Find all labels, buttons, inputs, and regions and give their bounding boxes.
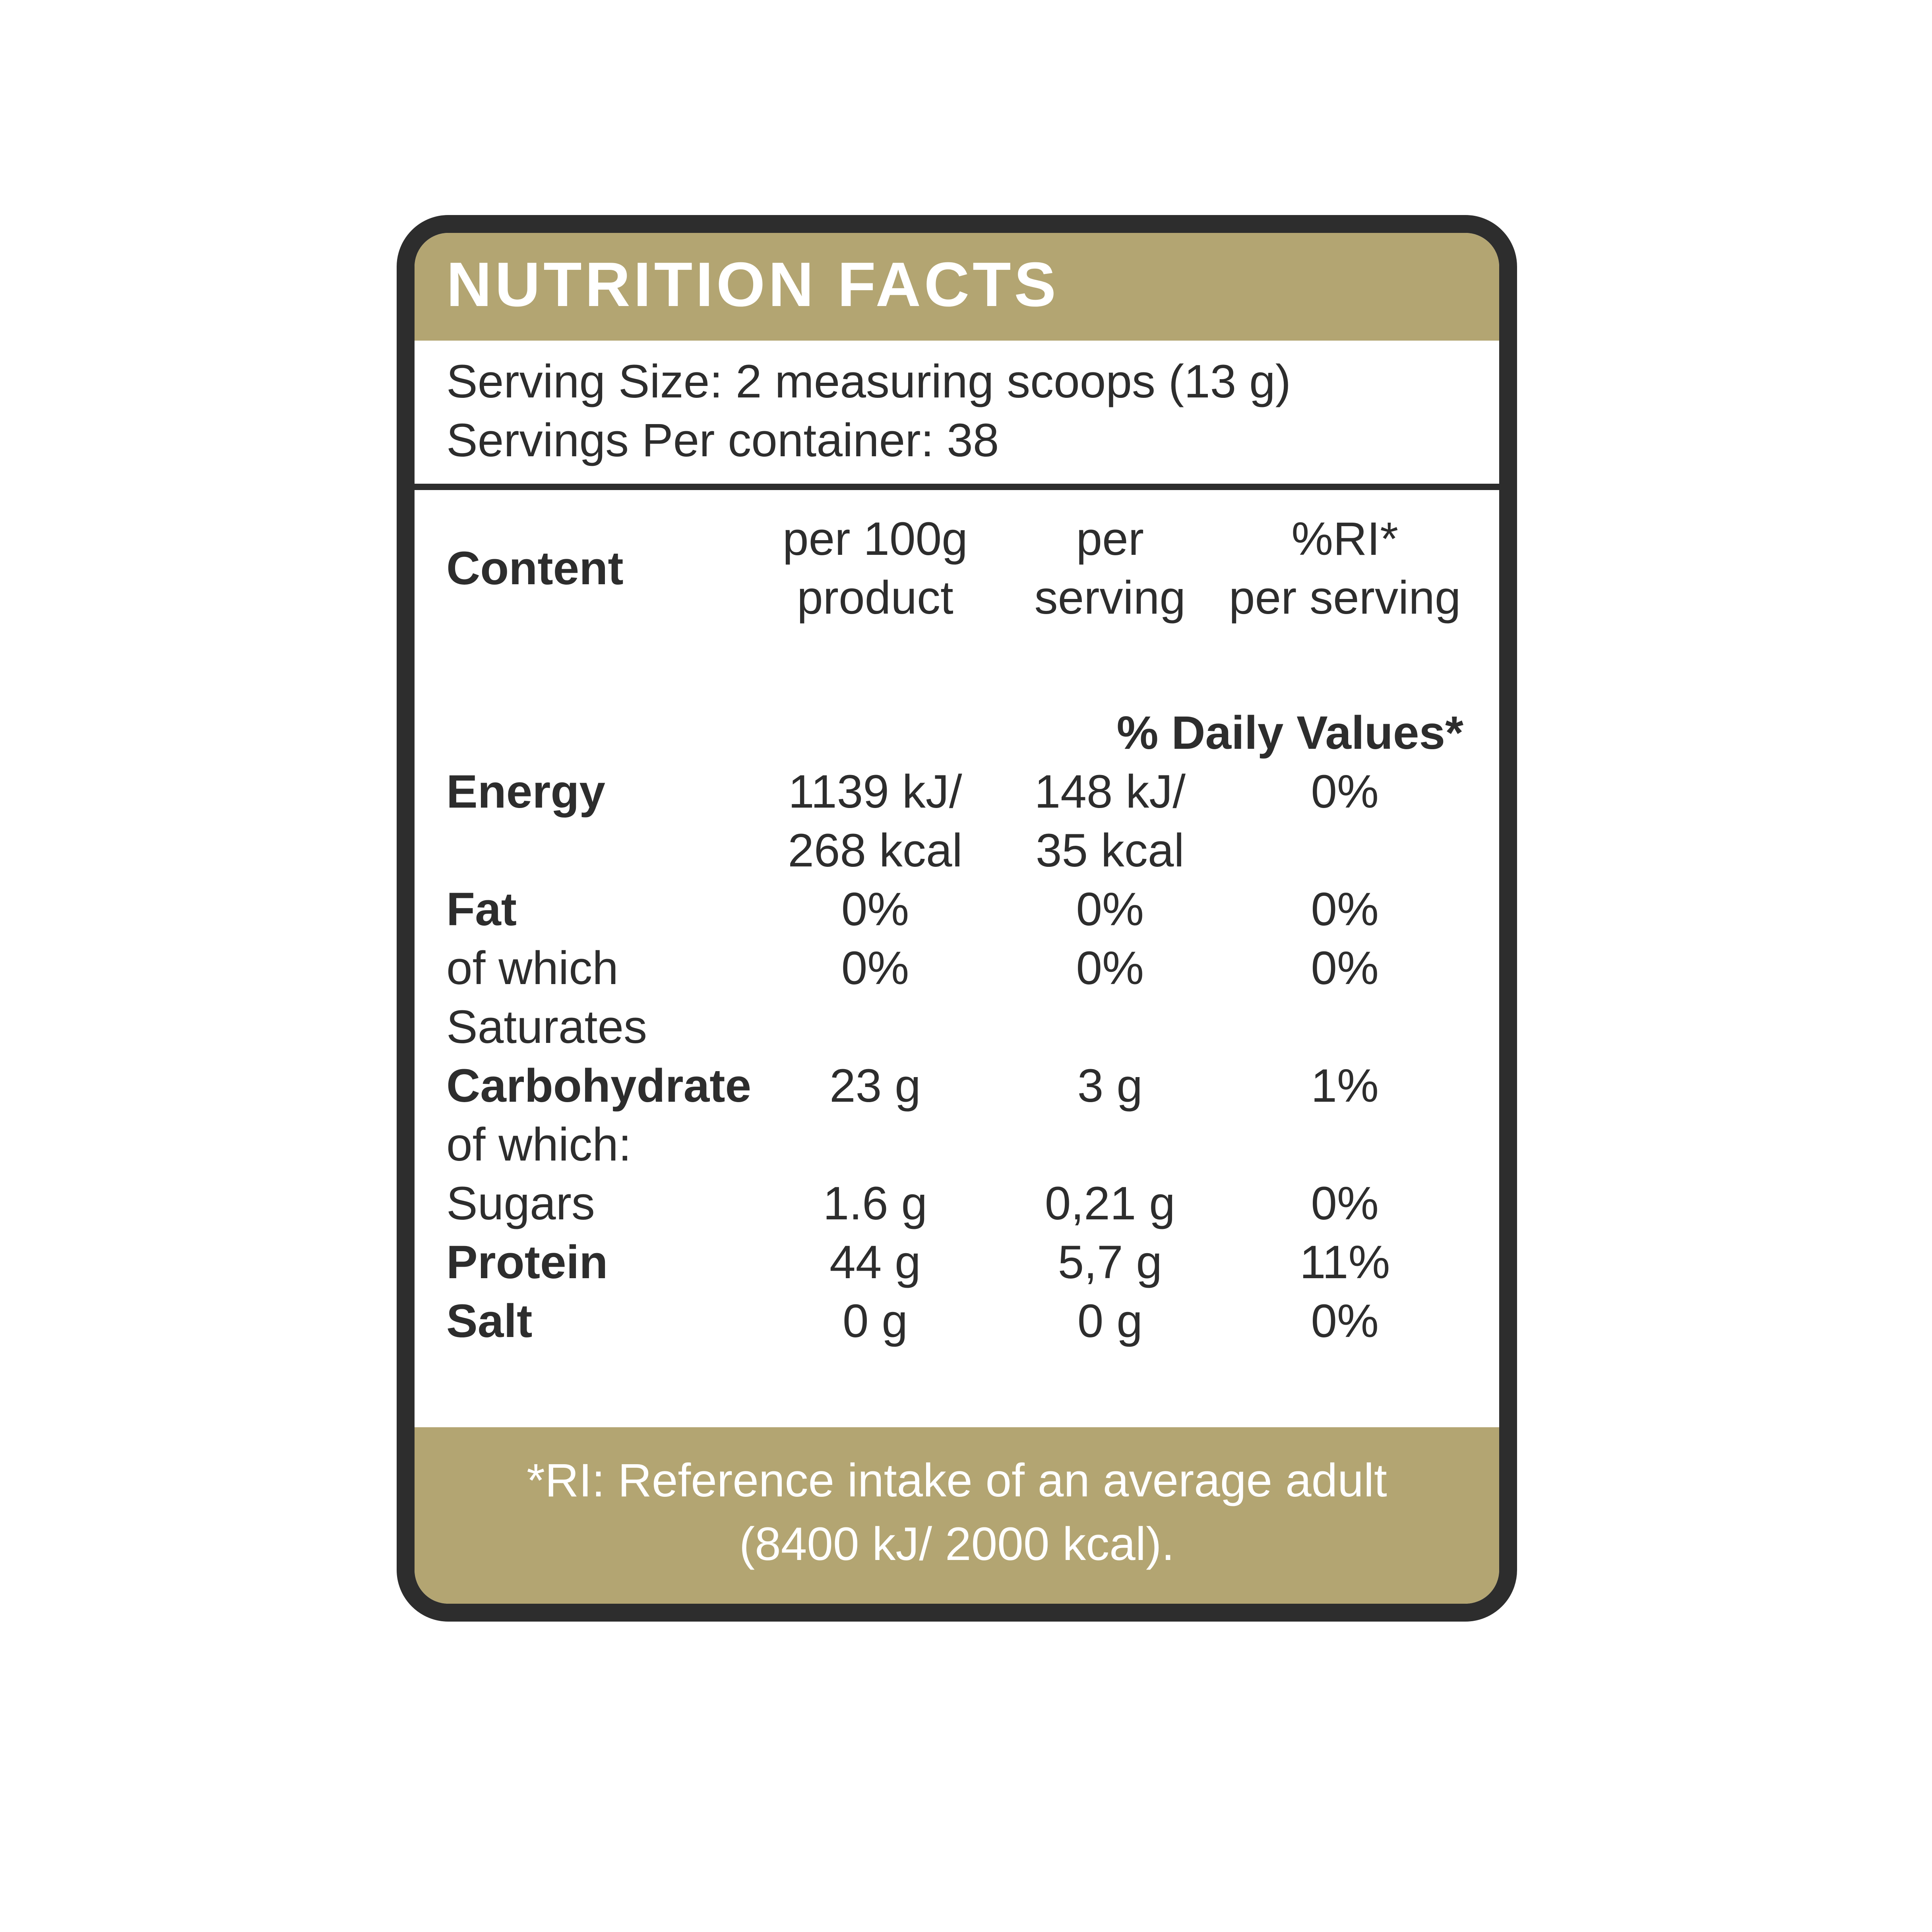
fat-per100g: 0% <box>753 880 998 939</box>
protein-perserv: 5,7 g <box>998 1233 1222 1292</box>
saturates-per100g: 0% <box>753 939 998 998</box>
row-energy-2: 268 kcal 35 kcal <box>446 821 1467 880</box>
serving-size: Serving Size: 2 measuring scoops (13 g) <box>446 353 1467 411</box>
energy-label: Energy <box>446 762 753 821</box>
col-ri-header-l1: %RI* <box>1222 510 1467 569</box>
energy-perserv-l2: 35 kcal <box>998 821 1222 880</box>
row-energy: Energy 1139 kJ/ 148 kJ/ 0% <box>446 762 1467 821</box>
protein-label: Protein <box>446 1233 753 1292</box>
carb-label-l1: Carbohydrate <box>446 1056 753 1115</box>
sugars-perserv: 0,21 g <box>998 1174 1222 1233</box>
footer-bar: *RI: Reference intake of an average adul… <box>415 1427 1499 1604</box>
row-saturates-2: Saturates <box>446 998 1467 1056</box>
saturates-ri: 0% <box>1222 939 1467 998</box>
nutrition-table: Content per 100g per %RI* product servin… <box>446 510 1467 1351</box>
col-ri-header-l2: per serving <box>1222 569 1467 628</box>
nutrition-facts-panel: NUTRITION FACTS Serving Size: 2 measurin… <box>397 215 1517 1622</box>
footer-line-1: *RI: Reference intake of an average adul… <box>438 1449 1475 1512</box>
carb-perserv: 3 g <box>998 1056 1222 1115</box>
col-per100g-header-l1: per 100g <box>753 510 998 569</box>
row-carbohydrate: Carbohydrate 23 g 3 g 1% <box>446 1056 1467 1115</box>
table-header-row: Content per 100g per %RI* <box>446 510 1467 569</box>
row-carbohydrate-2: of which: <box>446 1115 1467 1174</box>
salt-per100g: 0 g <box>753 1292 998 1351</box>
saturates-label-l2: Saturates <box>446 998 753 1056</box>
carb-per100g: 23 g <box>753 1056 998 1115</box>
col-perserving-header-l1: per <box>998 510 1222 569</box>
salt-ri: 0% <box>1222 1292 1467 1351</box>
protein-ri: 11% <box>1222 1233 1467 1292</box>
servings-per-container: Servings Per container: 38 <box>446 411 1467 470</box>
row-sugars: Sugars 1.6 g 0,21 g 0% <box>446 1174 1467 1233</box>
protein-per100g: 44 g <box>753 1233 998 1292</box>
energy-per100g-l1: 1139 kJ/ <box>753 762 998 821</box>
fat-label: Fat <box>446 880 753 939</box>
fat-ri: 0% <box>1222 880 1467 939</box>
saturates-label-l1: of which <box>446 939 753 998</box>
energy-perserv-l1: 148 kJ/ <box>998 762 1222 821</box>
daily-values-row: % Daily Values* <box>446 703 1467 762</box>
footer-line-2: (8400 kJ/ 2000 kcal). <box>438 1513 1475 1576</box>
saturates-perserv: 0% <box>998 939 1222 998</box>
carb-label-l2: of which: <box>446 1115 753 1174</box>
nutrition-table-wrapper: Content per 100g per %RI* product servin… <box>415 490 1499 1366</box>
col-perserving-header-l2: serving <box>998 569 1222 628</box>
row-fat: Fat 0% 0% 0% <box>446 880 1467 939</box>
daily-values-label: % Daily Values* <box>446 703 1467 762</box>
col-content-header: Content <box>446 510 753 627</box>
panel-title: NUTRITION FACTS <box>446 249 1467 321</box>
energy-ri: 0% <box>1222 762 1467 821</box>
sugars-per100g: 1.6 g <box>753 1174 998 1233</box>
sugars-ri: 0% <box>1222 1174 1467 1233</box>
row-salt: Salt 0 g 0 g 0% <box>446 1292 1467 1351</box>
spacer-row <box>446 627 1467 703</box>
carb-ri: 1% <box>1222 1056 1467 1115</box>
serving-info: Serving Size: 2 measuring scoops (13 g) … <box>415 341 1499 490</box>
row-saturates: of which 0% 0% 0% <box>446 939 1467 998</box>
energy-per100g-l2: 268 kcal <box>753 821 998 880</box>
fat-perserv: 0% <box>998 880 1222 939</box>
salt-label: Salt <box>446 1292 753 1351</box>
salt-perserv: 0 g <box>998 1292 1222 1351</box>
row-protein: Protein 44 g 5,7 g 11% <box>446 1233 1467 1292</box>
title-bar: NUTRITION FACTS <box>415 233 1499 341</box>
col-per100g-header-l2: product <box>753 569 998 628</box>
sugars-label: Sugars <box>446 1174 753 1233</box>
